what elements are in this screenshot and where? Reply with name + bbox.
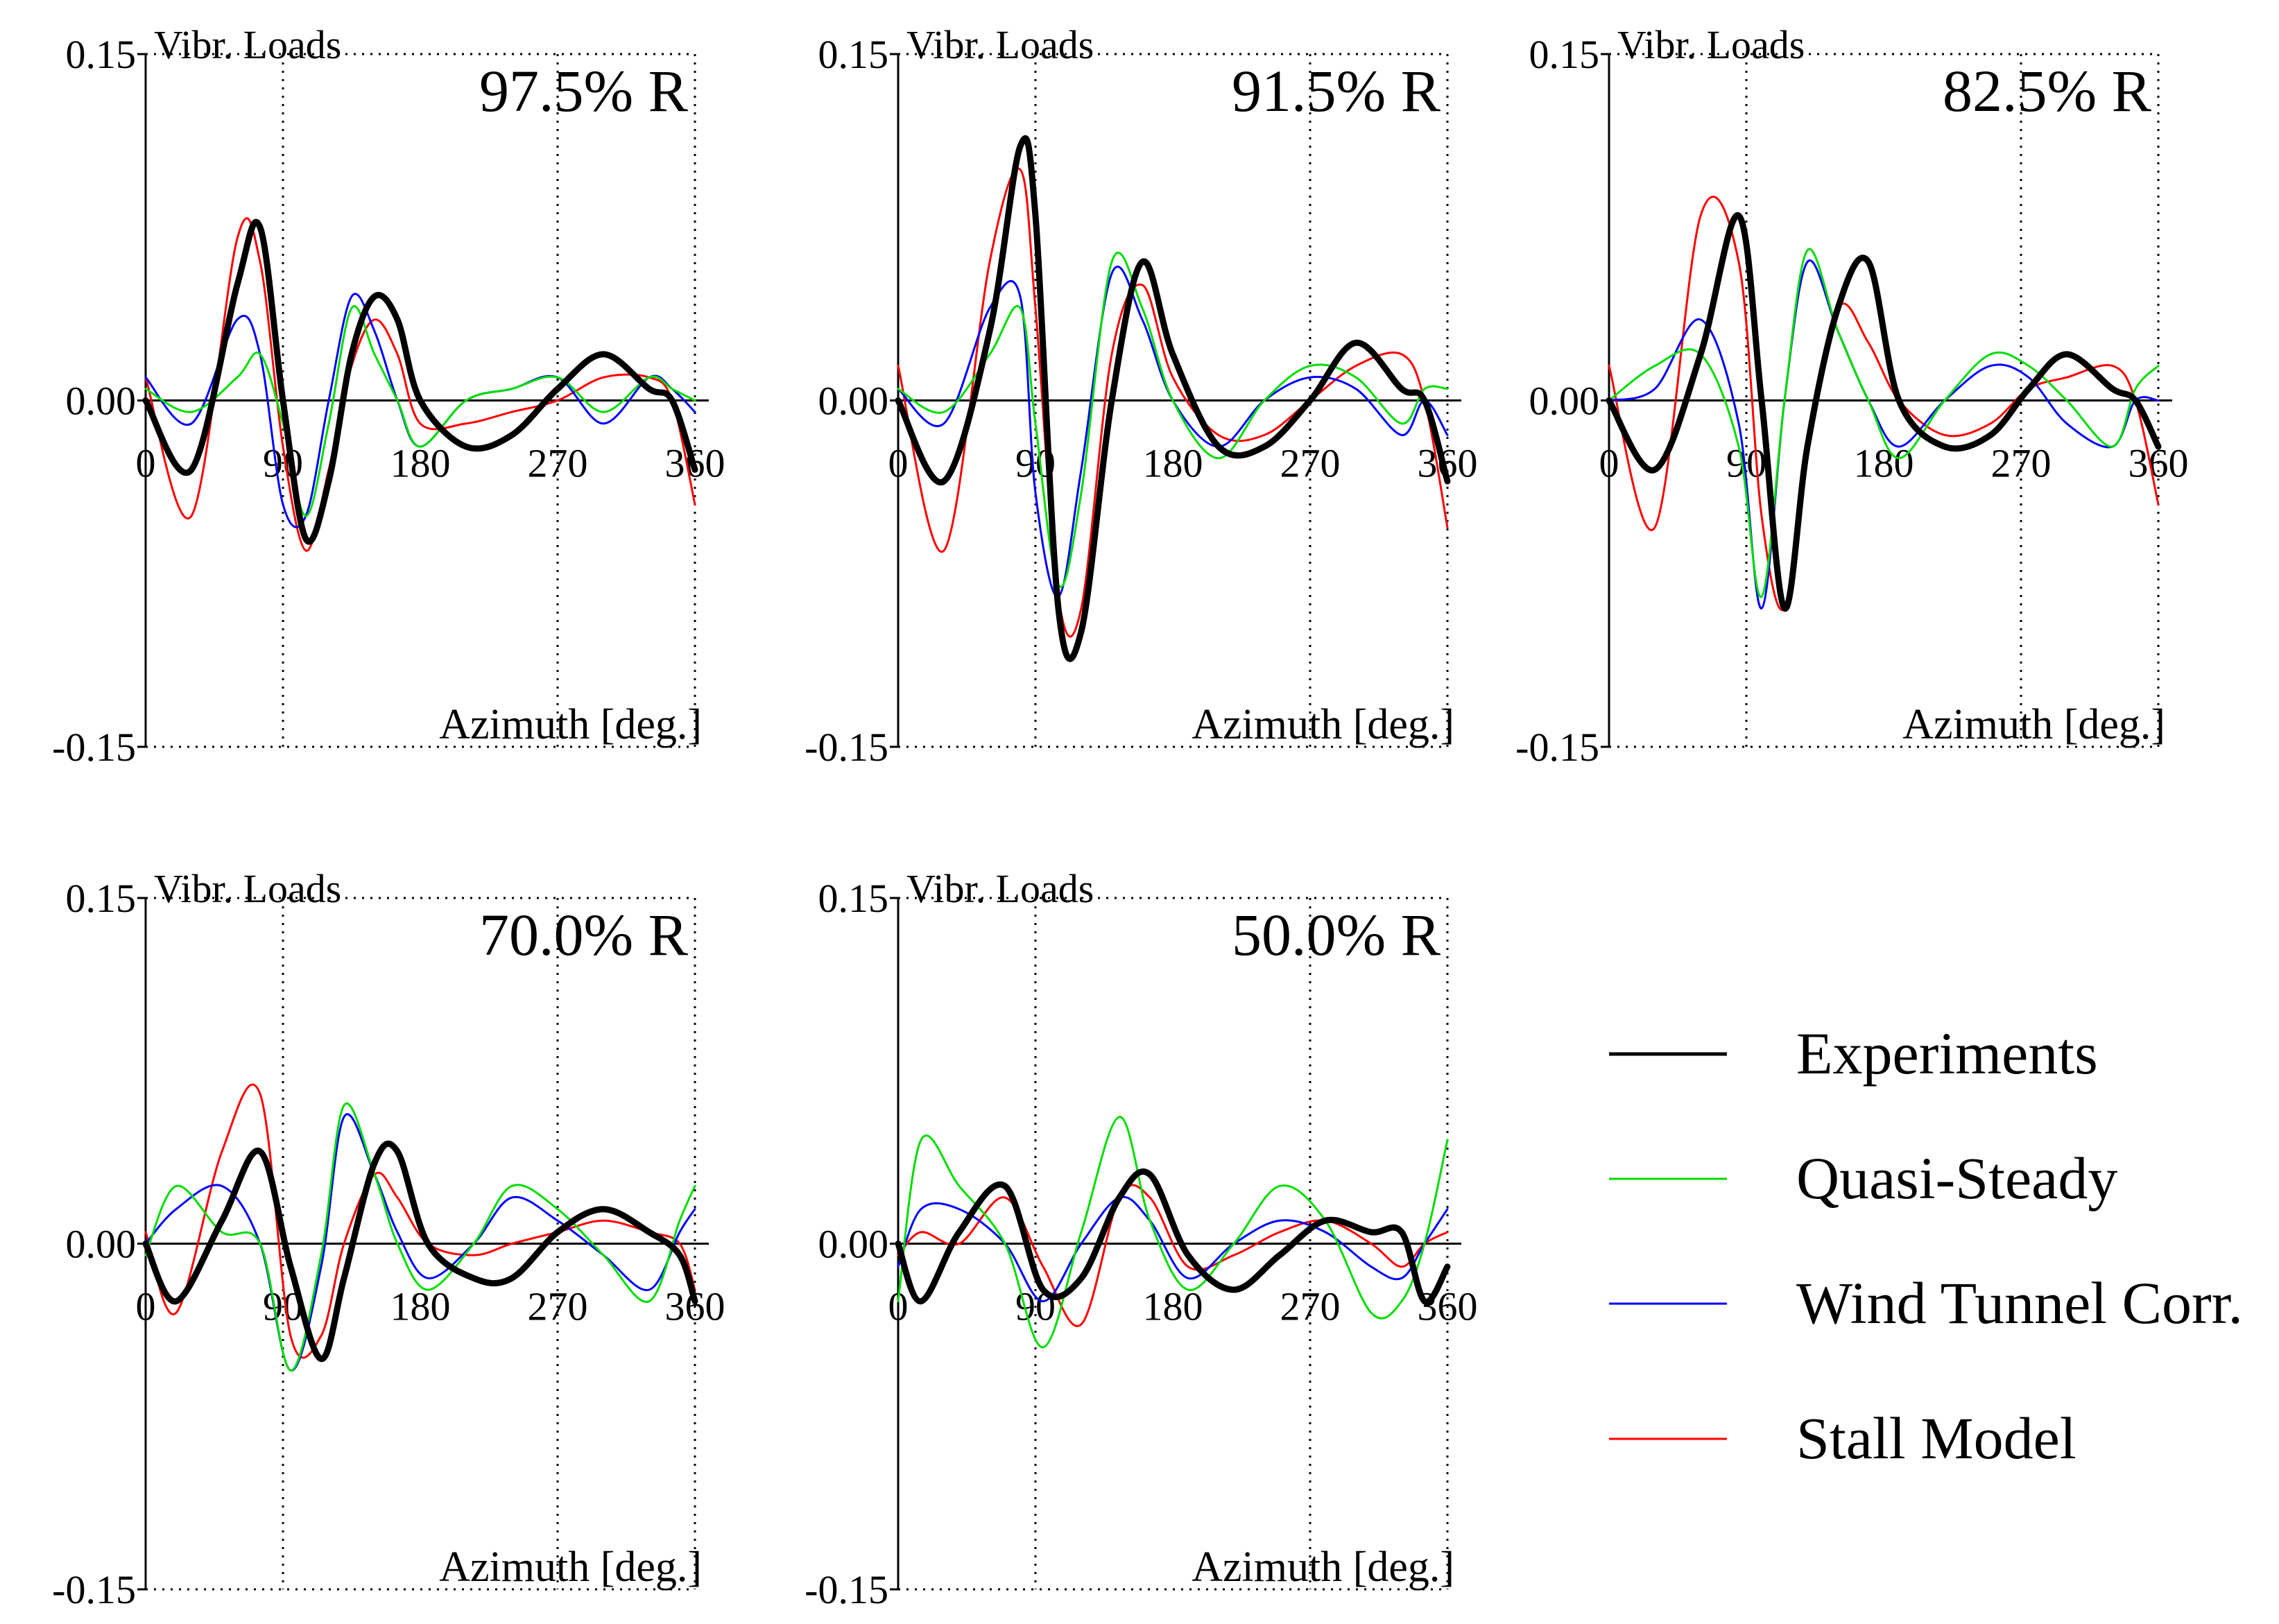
y-axis-label: Vibr. Loads bbox=[906, 866, 1094, 911]
series-line-quasi-steady bbox=[897, 251, 1449, 588]
y-tick-label: 0.00 bbox=[66, 1222, 137, 1267]
y-axis-label: Vibr. Loads bbox=[154, 22, 341, 67]
legend: Experiments Quasi-Steady Wind Tunnel Cor… bbox=[1609, 1020, 2243, 1471]
x-axis-label: Azimuth [deg.] bbox=[439, 1544, 702, 1591]
legend-label-stall-model: Stall Model bbox=[1796, 1405, 2076, 1471]
x-tick-label: 0 bbox=[136, 441, 156, 486]
series-line-stall-model bbox=[1608, 196, 2160, 612]
series-line-stall-model bbox=[897, 1184, 1449, 1327]
x-tick-label: 180 bbox=[390, 1284, 451, 1329]
x-axis-label: Azimuth [deg.] bbox=[1902, 701, 2165, 748]
x-axis-label: Azimuth [deg.] bbox=[439, 701, 702, 748]
series-line-quasi-steady bbox=[1608, 248, 2160, 598]
x-tick-label: 0 bbox=[136, 1284, 156, 1329]
series-line-stall-model bbox=[897, 167, 1449, 638]
series-line-quasi-steady bbox=[144, 1102, 696, 1372]
x-tick-label: 270 bbox=[1280, 1284, 1341, 1329]
x-tick-label: 270 bbox=[1991, 441, 2052, 486]
x-tick-label: 0 bbox=[888, 1284, 909, 1329]
x-tick-label: 270 bbox=[1280, 441, 1341, 486]
x-axis-label: Azimuth [deg.] bbox=[1192, 701, 1454, 748]
y-tick-label: 0.15 bbox=[1529, 32, 1600, 77]
legend-label-quasi-steady: Quasi-Steady bbox=[1796, 1145, 2117, 1211]
y-tick-label: 0.00 bbox=[818, 1222, 889, 1267]
y-tick-label: 0.15 bbox=[66, 32, 137, 77]
series-line-experiments bbox=[895, 1168, 1451, 1305]
x-tick-label: 360 bbox=[1418, 1284, 1478, 1329]
y-tick-label: 0.15 bbox=[818, 876, 889, 921]
y-tick-label: 0.00 bbox=[66, 379, 137, 424]
series-line-experiments bbox=[142, 218, 698, 545]
y-tick-label: 0.15 bbox=[66, 876, 137, 921]
x-tick-label: 0 bbox=[888, 441, 909, 486]
x-axis-label: Azimuth [deg.] bbox=[1192, 1544, 1454, 1591]
series-line-experiments bbox=[1606, 212, 2162, 612]
x-tick-label: 180 bbox=[1143, 1284, 1203, 1329]
y-tick-label: 0.15 bbox=[818, 32, 889, 77]
series-line-stall-model bbox=[144, 1083, 696, 1359]
panel-title: 82.5% R bbox=[1943, 58, 2152, 124]
y-tick-label: 0.00 bbox=[818, 379, 889, 424]
legend-label-wind-tunnel: Wind Tunnel Corr. bbox=[1796, 1270, 2243, 1336]
series-line-wind-tunnel-corr bbox=[897, 1195, 1449, 1303]
y-tick-label: 0.00 bbox=[1529, 379, 1600, 424]
y-axis-label: Vibr. Loads bbox=[154, 866, 341, 911]
y-tick-label: -0.15 bbox=[52, 1567, 136, 1612]
series-line-quasi-steady bbox=[897, 1116, 1449, 1349]
series-line-wind-tunnel-corr bbox=[897, 266, 1449, 598]
x-tick-label: 270 bbox=[528, 441, 588, 486]
series-line-experiments bbox=[142, 1140, 698, 1363]
series-line-wind-tunnel-corr bbox=[144, 293, 696, 528]
legend-label-experiments: Experiments bbox=[1796, 1020, 2098, 1087]
panel-title: 97.5% R bbox=[479, 58, 689, 124]
y-tick-label: -0.15 bbox=[52, 725, 136, 770]
series-line-quasi-steady bbox=[144, 305, 696, 517]
series-line-experiments bbox=[895, 135, 1451, 662]
panel-title: 91.5% R bbox=[1232, 58, 1441, 124]
y-axis-label: Vibr. Loads bbox=[906, 22, 1094, 67]
panel-title: 50.0% R bbox=[1232, 901, 1441, 968]
x-tick-label: 270 bbox=[528, 1284, 588, 1329]
y-axis-label: Vibr. Loads bbox=[1617, 22, 1805, 67]
y-tick-label: -0.15 bbox=[805, 725, 888, 770]
panel-title: 70.0% R bbox=[479, 901, 689, 968]
series-line-wind-tunnel-corr bbox=[144, 1113, 696, 1372]
x-tick-label: 180 bbox=[1143, 441, 1203, 486]
x-tick-label: 180 bbox=[390, 441, 451, 486]
y-tick-label: -0.15 bbox=[805, 1567, 888, 1612]
y-tick-label: -0.15 bbox=[1515, 725, 1599, 770]
x-tick-label: 180 bbox=[1854, 441, 1914, 486]
x-tick-label: 0 bbox=[1599, 441, 1619, 486]
